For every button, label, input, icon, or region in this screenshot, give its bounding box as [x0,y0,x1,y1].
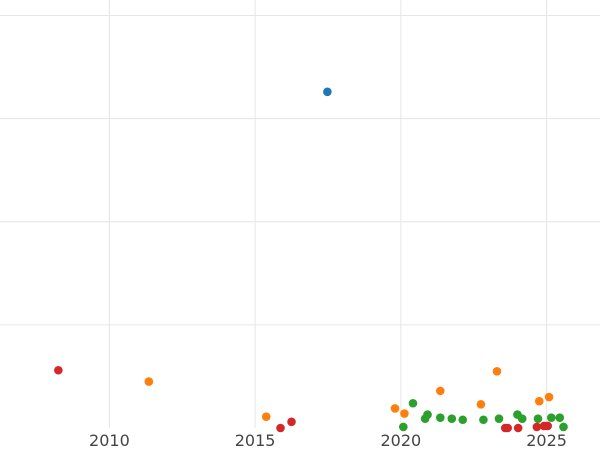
data-point [287,417,296,427]
data-point [435,413,445,422]
data-point [458,415,468,425]
data-point [399,422,408,432]
data-point [559,422,568,432]
data-point [423,410,432,419]
data-point [447,414,457,424]
data-point [546,413,556,422]
x-tick-label: 2010 [89,431,130,450]
data-point [555,413,565,422]
data-point [543,421,552,431]
data-point [533,414,543,424]
data-point [479,415,488,425]
grid-layer [0,0,600,428]
x-tick-label: 2020 [380,431,421,450]
data-point [492,366,502,376]
data-point [476,399,486,409]
data-point [261,412,271,421]
x-axis-ticks: 2010 2015 2020 2025 [89,431,567,450]
data-point [544,392,554,402]
data-point [408,398,418,408]
data-point [435,386,445,396]
data-point [144,377,154,386]
data-point [390,404,400,413]
data-point [500,423,510,433]
data-point [494,414,504,424]
x-tick-label: 2015 [235,431,276,450]
data-point [54,365,63,375]
data-point [400,409,409,418]
x-tick-label: 2025 [526,431,567,450]
data-point [517,414,527,424]
data-point [534,396,544,406]
data-point [532,422,542,432]
data-point [276,423,285,433]
data-point [323,87,332,97]
data-point [513,423,523,433]
points-layer [54,87,568,433]
